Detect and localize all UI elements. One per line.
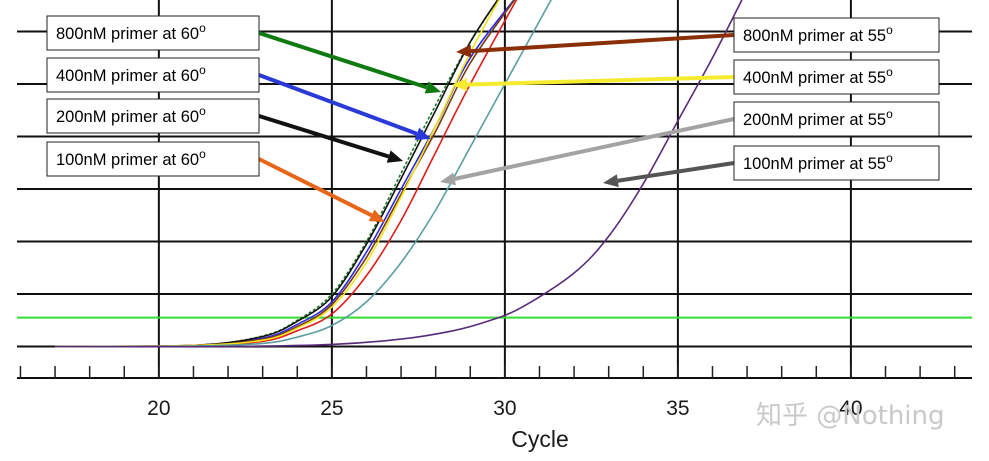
watermark: 知乎 @Nothing bbox=[756, 401, 945, 431]
callout-arrow-head bbox=[424, 81, 441, 94]
callout-label: 100nM primer at 55o bbox=[743, 151, 893, 173]
callout-arrow-head bbox=[452, 78, 468, 92]
callout-arrow-line bbox=[258, 157, 373, 218]
series-line-7 bbox=[55, 0, 743, 348]
callout-box bbox=[46, 141, 260, 177]
callout-box bbox=[46, 57, 260, 93]
callouts: 800nM primer at 60o 400nM primer at 60o 20… bbox=[46, 15, 940, 222]
callout-label: 200nM primer at 60o bbox=[56, 104, 206, 126]
degree-superscript: o bbox=[199, 147, 206, 161]
degree-superscript: o bbox=[886, 107, 893, 121]
callout-box bbox=[46, 98, 260, 134]
callout-1: 400nM primer at 60o bbox=[46, 57, 431, 140]
callout-box bbox=[733, 145, 940, 181]
minor-ticks bbox=[19, 366, 956, 378]
callout-3: 100nM primer at 60o bbox=[46, 141, 385, 222]
callout-arrow-line bbox=[258, 31, 428, 90]
series-line-5 bbox=[55, 0, 500, 348]
callout-arrow-head bbox=[414, 127, 431, 140]
callout-box bbox=[733, 17, 940, 53]
callout-arrow-head bbox=[456, 44, 472, 58]
x-tick-label-2: 30 bbox=[493, 397, 516, 420]
callout-box bbox=[46, 15, 260, 51]
callout-box bbox=[733, 101, 940, 137]
callout-arrow-head bbox=[386, 150, 403, 163]
degree-superscript: o bbox=[886, 23, 893, 37]
x-axis-label: Cycle bbox=[511, 426, 569, 452]
callout-arrow-line bbox=[470, 33, 735, 54]
callout-6: 200nM primer at 55o bbox=[440, 101, 940, 186]
callout-arrow-head bbox=[440, 172, 457, 186]
series-line-6 bbox=[55, 0, 552, 348]
callout-arrow-line bbox=[454, 117, 735, 181]
degree-superscript: o bbox=[886, 151, 893, 165]
x-tick-label-1: 25 bbox=[320, 397, 343, 420]
grid bbox=[17, 0, 972, 379]
series-group bbox=[55, 0, 743, 348]
callout-label: 400nM primer at 55o bbox=[743, 65, 893, 87]
callout-arrow-head bbox=[368, 209, 385, 222]
callout-arrow-head bbox=[603, 174, 619, 188]
x-tick-labels: 20 25 30 35 40 bbox=[147, 397, 862, 420]
callout-arrow-line bbox=[258, 73, 418, 136]
x-tick-label-3: 35 bbox=[666, 397, 689, 420]
degree-superscript: o bbox=[199, 63, 206, 77]
callout-2: 200nM primer at 60o bbox=[46, 98, 403, 163]
callout-label: 400nM primer at 60o bbox=[56, 63, 206, 85]
callout-arrow-line bbox=[617, 161, 735, 183]
callout-7: 100nM primer at 55o bbox=[603, 145, 940, 188]
degree-superscript: o bbox=[886, 65, 893, 79]
callout-arrow-line bbox=[258, 114, 390, 159]
degree-superscript: o bbox=[199, 104, 206, 118]
callout-label: 800nM primer at 60o bbox=[56, 21, 206, 43]
callout-arrow-line bbox=[466, 75, 735, 87]
callout-label: 200nM primer at 55o bbox=[743, 107, 893, 129]
degree-superscript: o bbox=[199, 21, 206, 35]
callout-label: 100nM primer at 60o bbox=[56, 147, 206, 169]
callout-label: 800nM primer at 55o bbox=[743, 23, 893, 45]
x-tick-label-0: 20 bbox=[147, 397, 170, 420]
x-tick-label-4: 40 bbox=[839, 397, 862, 420]
callout-box bbox=[733, 59, 940, 95]
callout-4: 800nM primer at 55o bbox=[456, 17, 940, 58]
callout-5: 400nM primer at 55o bbox=[452, 59, 940, 95]
callout-0: 800nM primer at 60o bbox=[46, 15, 441, 94]
